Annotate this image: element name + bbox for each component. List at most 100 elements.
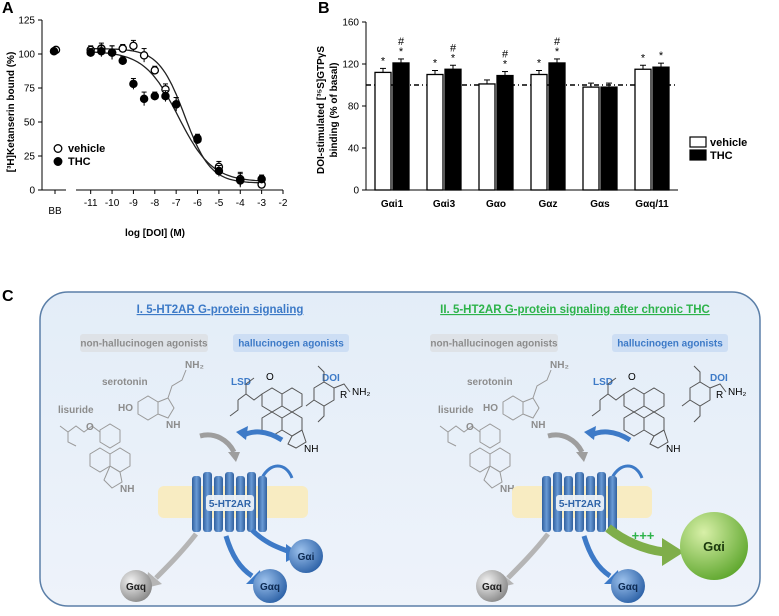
significance-mark: # [398, 36, 405, 48]
significance-mark: * [537, 58, 542, 70]
category-label: Gαs [590, 199, 610, 210]
thc-data-point [97, 47, 106, 56]
left-serotonin-label: serotonin [102, 377, 148, 388]
significance-mark: * [433, 58, 438, 70]
left-title: I. 5-HT2AR G-protein signaling [137, 304, 304, 316]
left-lsd-nh: NH [304, 444, 318, 455]
y-axis-label-a: [³H]Ketanserin bound (%) [6, 52, 17, 173]
y-tick-label-b: 80 [348, 102, 360, 113]
right-lisuride-structure [439, 423, 511, 489]
left-lsd-label: LSD [231, 377, 251, 388]
thc-data-point [118, 56, 127, 66]
left-non-hallucinogen-box [80, 334, 208, 352]
y-tick-label-b: 120 [342, 60, 359, 71]
right-hallucinogen-box [612, 334, 728, 352]
x-tick-label-a: -7 [172, 198, 181, 209]
x-tick-label-a: -4 [236, 198, 245, 209]
vehicle-data-point [150, 66, 160, 75]
right-gai-green-node [680, 512, 748, 580]
right-arrow-to-gaq-blue [581, 535, 612, 579]
category-label: Gαo [486, 199, 506, 210]
binding-curve-chart: [³H]Ketanserin bound (%) log [DOI] (M) B… [6, 16, 288, 240]
left-scheme: I. 5-HT2AR G-protein signaling non-hallu… [58, 304, 370, 603]
thc-data-point [193, 135, 202, 144]
right-receptor [542, 464, 644, 532]
thc-data-point [150, 91, 160, 101]
left-serotonin-nh: NH [166, 420, 180, 431]
gtpgs-bar-chart: DOI-stimulated [³⁵S]GTPγS binding (% of … [316, 18, 747, 211]
thc-data-point [139, 94, 149, 104]
left-serotonin-structure [137, 369, 187, 421]
right-gray-curved-arrow [547, 432, 585, 454]
x-tick-label-a: -11 [84, 198, 98, 209]
y-tick-label-b: 160 [342, 18, 359, 29]
legend-marker-a [53, 157, 63, 166]
significance-mark: * [451, 52, 456, 64]
category-label: Gαz [539, 199, 558, 210]
x-tick-label-a: -8 [150, 198, 159, 209]
right-lisuride-nh: NH [500, 484, 514, 495]
right-lisuride-o: O [466, 422, 474, 433]
left-gaq-blue-label: Gαq [260, 582, 280, 593]
thc-data-point [257, 174, 266, 184]
thc-data-point [171, 100, 181, 109]
thc-data-point [236, 176, 245, 185]
legend-label-b: vehicle [710, 137, 747, 149]
panel-label-c: C [2, 288, 14, 305]
thc-data-point [107, 48, 117, 57]
significance-mark: * [659, 50, 664, 62]
left-arrow-to-gaq-blue [223, 535, 254, 579]
thc-fit-curve [90, 51, 262, 182]
y-tick-label-a: 0 [29, 186, 35, 197]
significance-mark: * [641, 52, 646, 64]
vehicle-data-point [139, 51, 149, 60]
left-doi-label: DOI [322, 373, 340, 384]
right-plus-label: +++ [632, 528, 655, 543]
significance-mark: # [554, 36, 561, 48]
right-lsd-o: O [628, 372, 636, 383]
right-lsd-nh: NH [666, 444, 680, 455]
bb-tick-label: BB [48, 206, 62, 217]
left-hallucinogen-label: hallucinogen agonists [238, 339, 344, 350]
left-ho-text: HO [118, 403, 133, 414]
right-serotonin-structure [502, 369, 552, 421]
right-serotonin-label: serotonin [467, 377, 513, 388]
y-tick-label-a: 75 [24, 84, 36, 95]
right-gaq-blue-node [611, 569, 645, 603]
x-tick-label-a: -2 [279, 198, 288, 209]
left-lsd-structure [229, 377, 307, 449]
right-serotonin-nh2: NH₂ [550, 360, 569, 371]
left-hallucinogen-box [233, 334, 349, 352]
legend-label-a: THC [68, 156, 91, 168]
vehicle-data-point [118, 44, 127, 53]
left-lisuride-structure [59, 423, 131, 489]
left-non-hallucinogen-label: non-hallucinogen agonists [80, 339, 208, 350]
right-gaq-gray-node [476, 570, 508, 602]
category-label: Gαi3 [433, 199, 456, 210]
x-axis-label-a: log [DOI] (M) [125, 228, 185, 239]
thc-data-point [86, 48, 95, 57]
y-tick-label-a: 50 [24, 118, 36, 129]
right-title: II. 5-HT2AR G-protein signaling after ch… [440, 304, 710, 316]
panel-label-a: A [2, 0, 14, 17]
y-tick-label-a: 25 [24, 152, 36, 163]
right-hallucinogen-label: hallucinogen agonists [617, 339, 723, 350]
x-tick-label-a: -3 [257, 198, 266, 209]
left-lisuride-nh: NH [120, 484, 134, 495]
legend-label-b: THC [710, 150, 733, 162]
thc-data-point [129, 79, 138, 89]
right-serotonin-nh: NH [531, 420, 545, 431]
significance-mark: * [399, 46, 404, 58]
right-doi-structure [681, 365, 727, 423]
left-lisuride-o: O [86, 422, 94, 433]
right-lsd-label: LSD [593, 377, 613, 388]
right-non-hallucinogen-box [430, 334, 558, 352]
x-tick-label-a: -6 [193, 198, 202, 209]
significance-mark: * [503, 59, 508, 71]
significance-mark: * [381, 55, 386, 67]
right-doi-r: R [716, 390, 723, 401]
right-gaq-blue-label: Gαq [618, 582, 638, 593]
right-receptor-label: 5-HT2AR [559, 499, 602, 510]
left-lsd-o: O [266, 372, 274, 383]
